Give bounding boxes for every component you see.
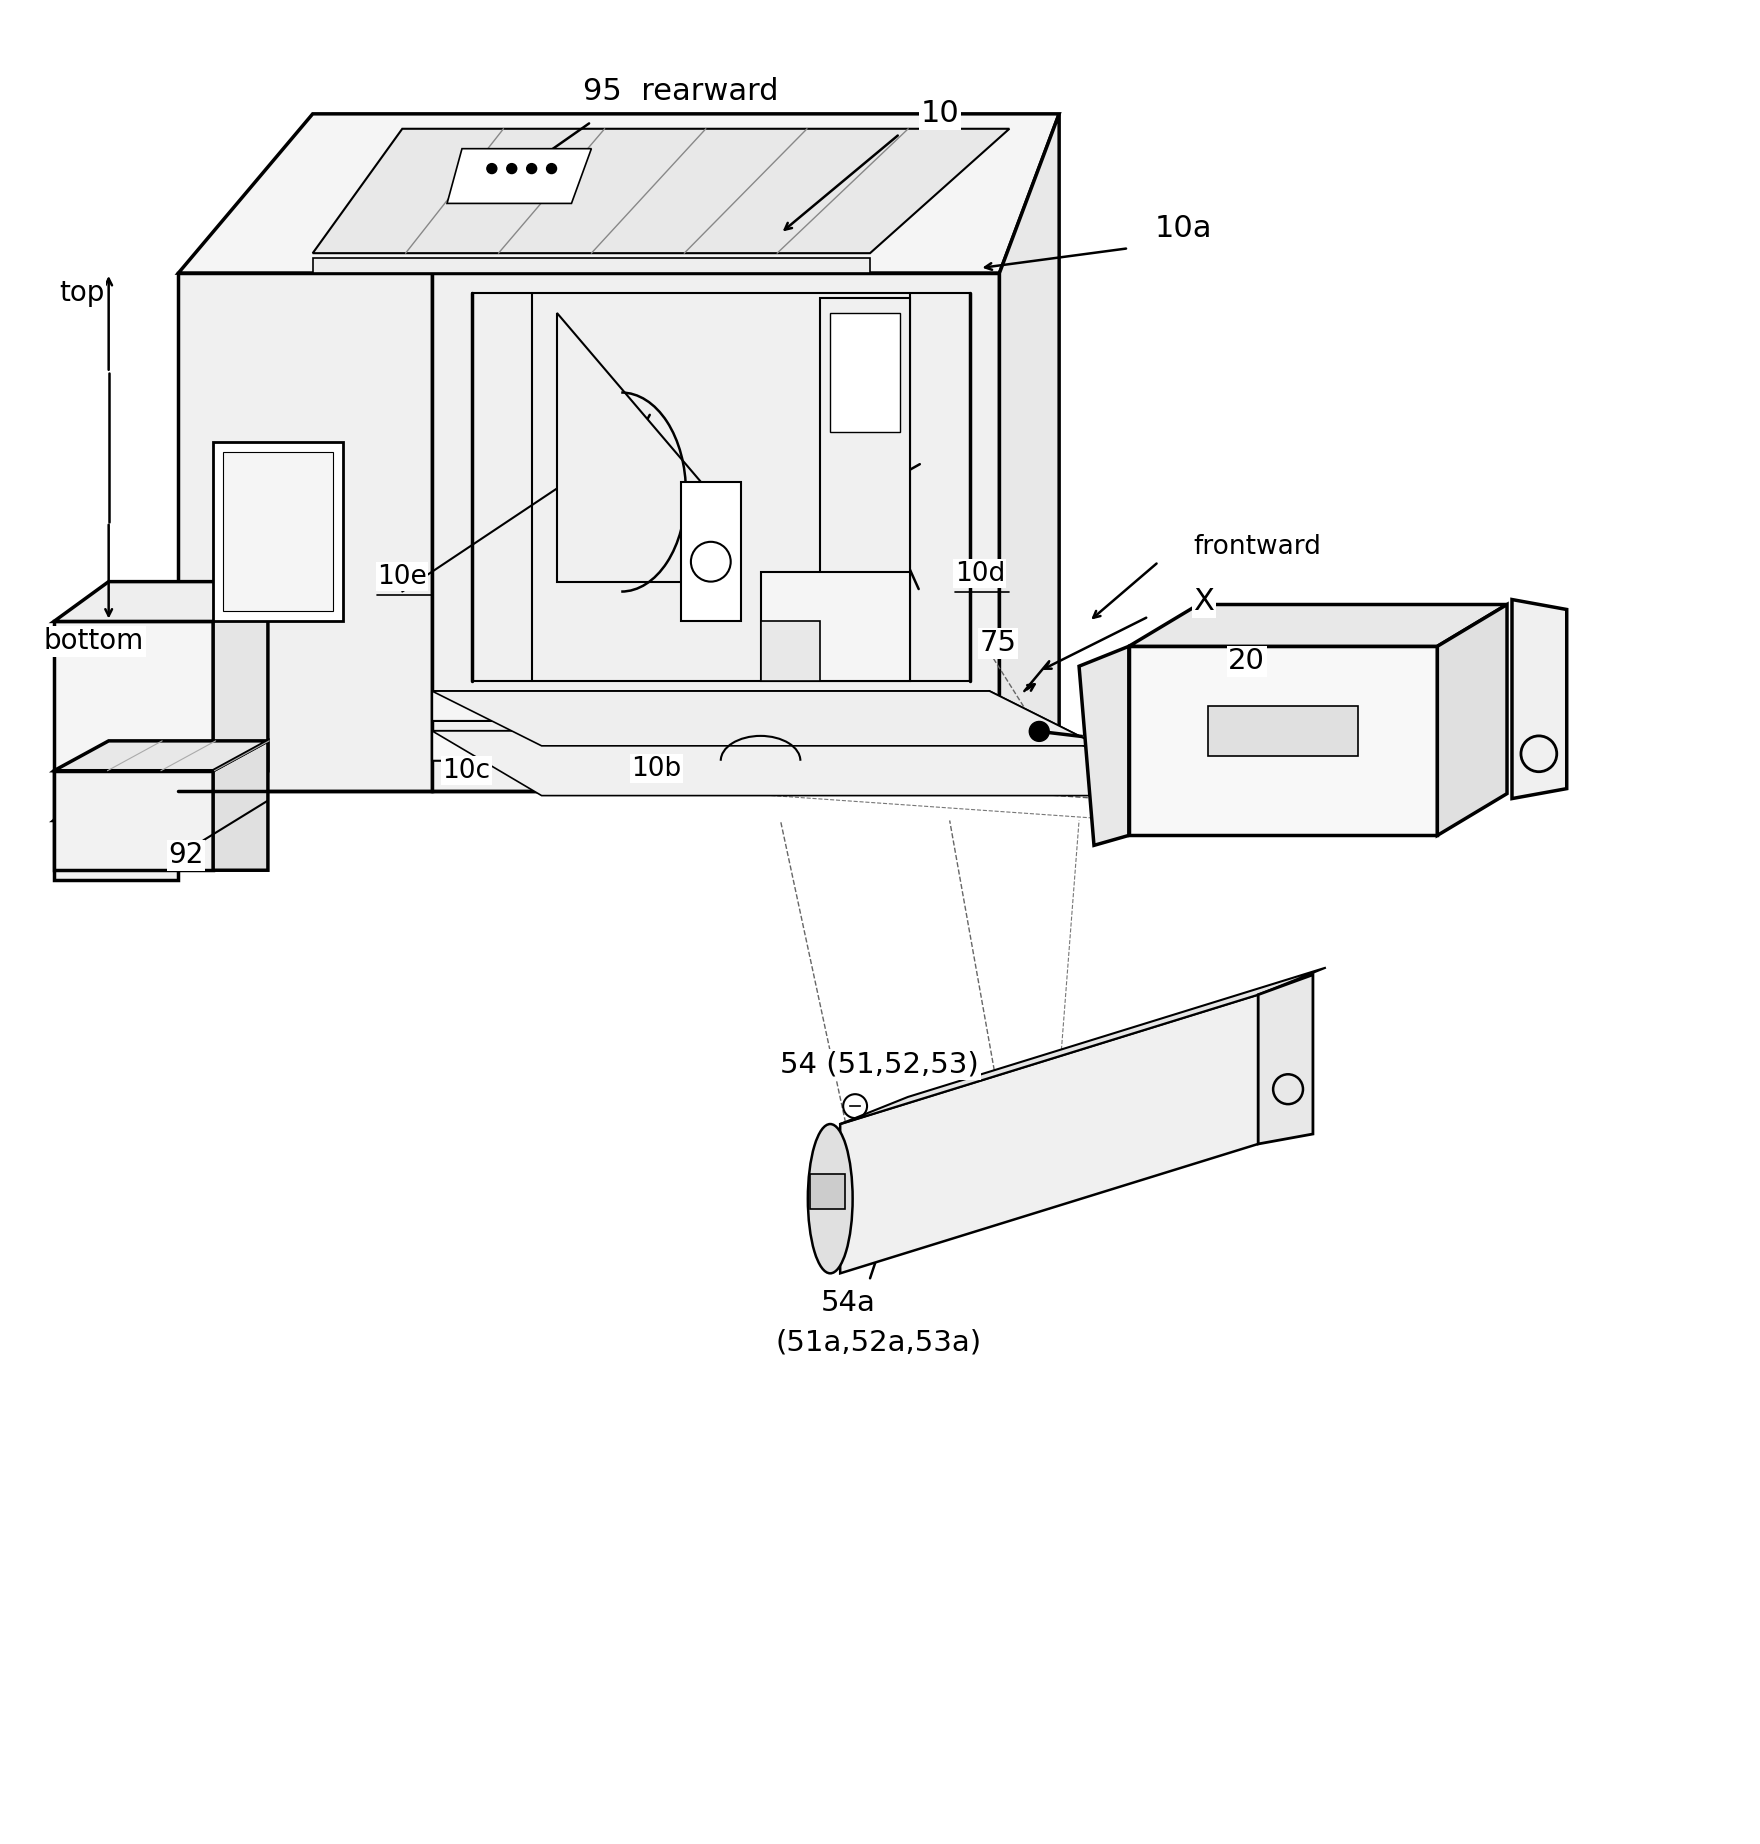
Polygon shape [55,800,202,821]
Text: (51a,52a,53a): (51a,52a,53a) [776,1330,982,1357]
Polygon shape [1438,605,1507,835]
Polygon shape [55,771,213,870]
Polygon shape [433,692,1098,745]
Polygon shape [213,581,268,771]
Text: 10c: 10c [442,758,491,784]
Polygon shape [55,621,213,771]
Polygon shape [55,741,268,771]
Text: 20: 20 [1228,647,1265,675]
Polygon shape [313,258,869,273]
Polygon shape [1128,645,1438,835]
Polygon shape [810,1175,845,1208]
Circle shape [526,164,537,173]
Polygon shape [820,299,910,581]
Polygon shape [1128,605,1507,645]
Text: frontward: frontward [1193,533,1322,561]
Polygon shape [840,994,1258,1274]
Circle shape [547,164,556,173]
Polygon shape [55,751,202,771]
Polygon shape [1000,114,1060,791]
Polygon shape [55,581,268,621]
Polygon shape [55,771,178,821]
Text: 10d: 10d [954,561,1005,586]
Polygon shape [178,273,433,791]
Polygon shape [681,481,741,621]
Polygon shape [1079,645,1128,845]
Polygon shape [760,621,820,680]
Ellipse shape [808,1125,852,1274]
Text: 95  rearward: 95 rearward [583,77,778,107]
Circle shape [1030,721,1049,741]
Text: X: X [1193,586,1214,616]
Text: 10a: 10a [1155,214,1213,243]
Text: 54a: 54a [820,1289,875,1317]
Polygon shape [1258,975,1313,1143]
Polygon shape [760,572,910,680]
Text: top: top [58,278,104,306]
Polygon shape [213,443,343,621]
Circle shape [488,164,496,173]
Polygon shape [213,741,268,870]
Polygon shape [556,313,700,581]
Polygon shape [840,968,1325,1125]
Text: 10: 10 [920,100,959,129]
Polygon shape [178,114,1060,273]
Text: 10e: 10e [377,564,428,590]
Polygon shape [447,149,591,203]
Polygon shape [1512,599,1566,798]
Polygon shape [433,692,1098,771]
Text: 10b: 10b [632,756,681,782]
Circle shape [507,164,517,173]
Polygon shape [433,273,1000,791]
Polygon shape [433,730,1199,821]
Polygon shape [831,313,899,431]
Polygon shape [55,821,178,880]
Polygon shape [433,730,1199,795]
Text: 75: 75 [980,629,1017,656]
Polygon shape [224,452,333,612]
Text: 54 (51,52,53): 54 (51,52,53) [780,1051,979,1079]
Polygon shape [313,129,1010,253]
Text: 92: 92 [169,841,204,869]
Polygon shape [1209,706,1357,756]
Text: bottom: bottom [44,627,144,655]
